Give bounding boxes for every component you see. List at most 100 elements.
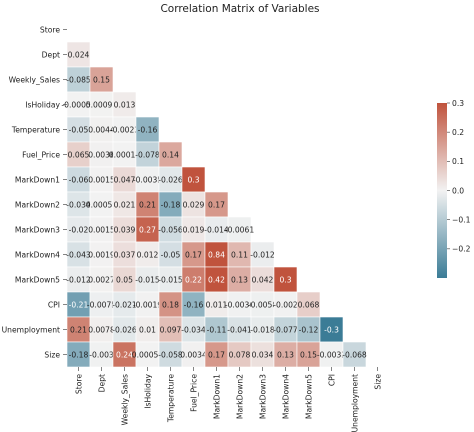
- cell-value-label: 0.17: [185, 250, 202, 259]
- cell-value-label: -0.0036: [225, 300, 254, 309]
- cell-value-label: 0.13: [231, 275, 248, 284]
- cell-value-label: -0.12: [299, 325, 319, 334]
- cell-value-label: 0.012: [137, 250, 159, 259]
- cell-value-label: -0.015: [158, 275, 183, 284]
- cell-value-label: -0.058: [158, 350, 183, 359]
- cell-value-label: 0.0027: [88, 275, 115, 284]
- cell-value-label: -0.3: [324, 325, 339, 334]
- cell-value-label: -0.11: [207, 325, 227, 334]
- cell-value-label: -0.06: [69, 175, 89, 184]
- column-tick-label: MarkDown1: [213, 374, 222, 419]
- cell-value-label: 0.17: [208, 200, 225, 209]
- cell-value-label: 0.42: [208, 275, 225, 284]
- cell-value-label: 0.13: [277, 350, 294, 359]
- cell-value-label: -0.021: [112, 300, 137, 309]
- cell-value-label: 0.021: [114, 200, 136, 209]
- row-tick-label: Weekly_Sales: [9, 75, 60, 84]
- cell-value-label: -0.034: [66, 200, 91, 209]
- cell-value-label: 0.05: [116, 275, 133, 284]
- cell-value-label: 0.21: [139, 200, 156, 209]
- column-tick-label: MarkDown4: [282, 374, 291, 419]
- cell-value-label: 0.0036: [88, 150, 115, 159]
- cell-value-label: -0.02: [69, 225, 89, 234]
- cell-value-label: 0.11: [231, 250, 248, 259]
- row-tick-label: Size: [44, 350, 60, 359]
- cell-value-label: -0.034: [181, 325, 206, 334]
- column-tick-label: Unemployment: [351, 374, 360, 432]
- row-tick-label: MarkDown4: [15, 250, 60, 259]
- cell-value-label: 0.037: [114, 250, 136, 259]
- cell-value-label: 0.097: [160, 325, 182, 334]
- cell-value-label: 0.00059: [86, 200, 118, 209]
- colorbar-tick-label: 0.0: [452, 186, 464, 195]
- cell-value-label: -0.16: [184, 300, 204, 309]
- cell-value-label: 0.011: [206, 300, 228, 309]
- cell-value-label: 0.15: [93, 75, 110, 84]
- chart-title: Correlation Matrix of Variables: [160, 3, 319, 15]
- cell-value-label: -0.012: [66, 275, 91, 284]
- cell-value-label: 0.14: [162, 150, 179, 159]
- cell-value-label: -0.0035: [133, 175, 162, 184]
- cell-value-label: -0.012: [250, 250, 275, 259]
- column-labels: Store Dept Weekly_Sales IsHoliday Temperatur…: [75, 367, 383, 432]
- cell-value-label: -0.026: [158, 175, 183, 184]
- cell-value-label: 0.0078: [88, 325, 115, 334]
- cell-value-label: -0.00058: [61, 100, 95, 109]
- colorbar: 0.3 0.2 0.1 0.0 −0.1 −0.2: [437, 99, 471, 278]
- cell-value-label: 0.078: [229, 350, 251, 359]
- row-tick-label: MarkDown3: [15, 225, 60, 234]
- cell-value-label: -0.05: [69, 125, 89, 134]
- colorbar-gradient: [437, 103, 447, 278]
- row-tick-label: CPI: [48, 300, 60, 309]
- cell-value-label: -0.015: [135, 275, 160, 284]
- column-tick-label: Dept: [98, 374, 107, 392]
- row-labels: Store Dept Weekly_Sales IsHoliday Temperatur…: [2, 25, 67, 359]
- column-tick-label: MarkDown2: [236, 374, 245, 419]
- cell-value-label: 0.068: [298, 300, 320, 309]
- cell-value-label: 0.065: [68, 150, 90, 159]
- cell-value-label: -0.0019: [133, 300, 162, 309]
- cell-value-label: 0.0034: [180, 350, 207, 359]
- cell-value-label: 0.047: [114, 175, 136, 184]
- cell-value-label: 0.013: [114, 100, 136, 109]
- cell-value-label: 0.22: [185, 275, 202, 284]
- cell-value-label: 0.034: [252, 350, 274, 359]
- column-tick-label: CPI: [328, 374, 337, 386]
- row-tick-label: MarkDown2: [15, 200, 60, 209]
- cell-value-label: 0.042: [252, 275, 274, 284]
- cell-value-label: -0.21: [69, 300, 89, 309]
- column-tick-label: Weekly_Sales: [121, 374, 130, 425]
- heatmap-cells: 0.024-0.085 0.15-0.000580.000920.013-0.05…: [61, 41, 367, 368]
- cell-value-label: 0.00059: [132, 350, 164, 359]
- column-tick-label: Temperature: [167, 374, 176, 423]
- cell-value-label: 0.18: [162, 300, 179, 309]
- cell-value-label: 0.024: [68, 50, 90, 59]
- cell-value-label: 0.019: [183, 225, 205, 234]
- cell-value-label: -0.0075: [87, 300, 116, 309]
- column-tick-label: Fuel_Price: [190, 374, 199, 412]
- column-tick-label: Size: [374, 374, 383, 390]
- cell-value-label: 0.00092: [86, 100, 118, 109]
- cell-value-label: 0.029: [183, 200, 205, 209]
- colorbar-tick-label: −0.2: [452, 245, 471, 254]
- cell-value-label: 0.15: [300, 350, 317, 359]
- cell-value-label: -0.18: [69, 350, 89, 359]
- colorbar-tick-label: 0.2: [452, 128, 464, 137]
- cell-value-label: -0.16: [138, 125, 158, 134]
- cell-value-label: 0.17: [208, 350, 225, 359]
- cell-value-label: -0.077: [273, 325, 298, 334]
- cell-value-label: -0.003: [89, 350, 114, 359]
- row-tick-label: MarkDown1: [15, 175, 60, 184]
- cell-value-label: 0.0019: [88, 250, 115, 259]
- row-tick-label: Store: [40, 25, 60, 34]
- row-tick-label: IsHoliday: [25, 100, 60, 109]
- row-tick-label: Dept: [42, 50, 60, 59]
- colorbar-tick-label: 0.1: [452, 157, 464, 166]
- cell-value-label: 0.24: [116, 350, 133, 359]
- cell-value-label: 0.27: [139, 225, 156, 234]
- colorbar-ticks: 0.3 0.2 0.1 0.0 −0.1 −0.2: [447, 99, 471, 254]
- cell-value-label: -0.0033: [317, 350, 346, 359]
- cell-value-label: -0.018: [250, 325, 275, 334]
- cell-value-label: -0.085: [66, 75, 91, 84]
- column-tick-label: IsHoliday: [144, 374, 153, 409]
